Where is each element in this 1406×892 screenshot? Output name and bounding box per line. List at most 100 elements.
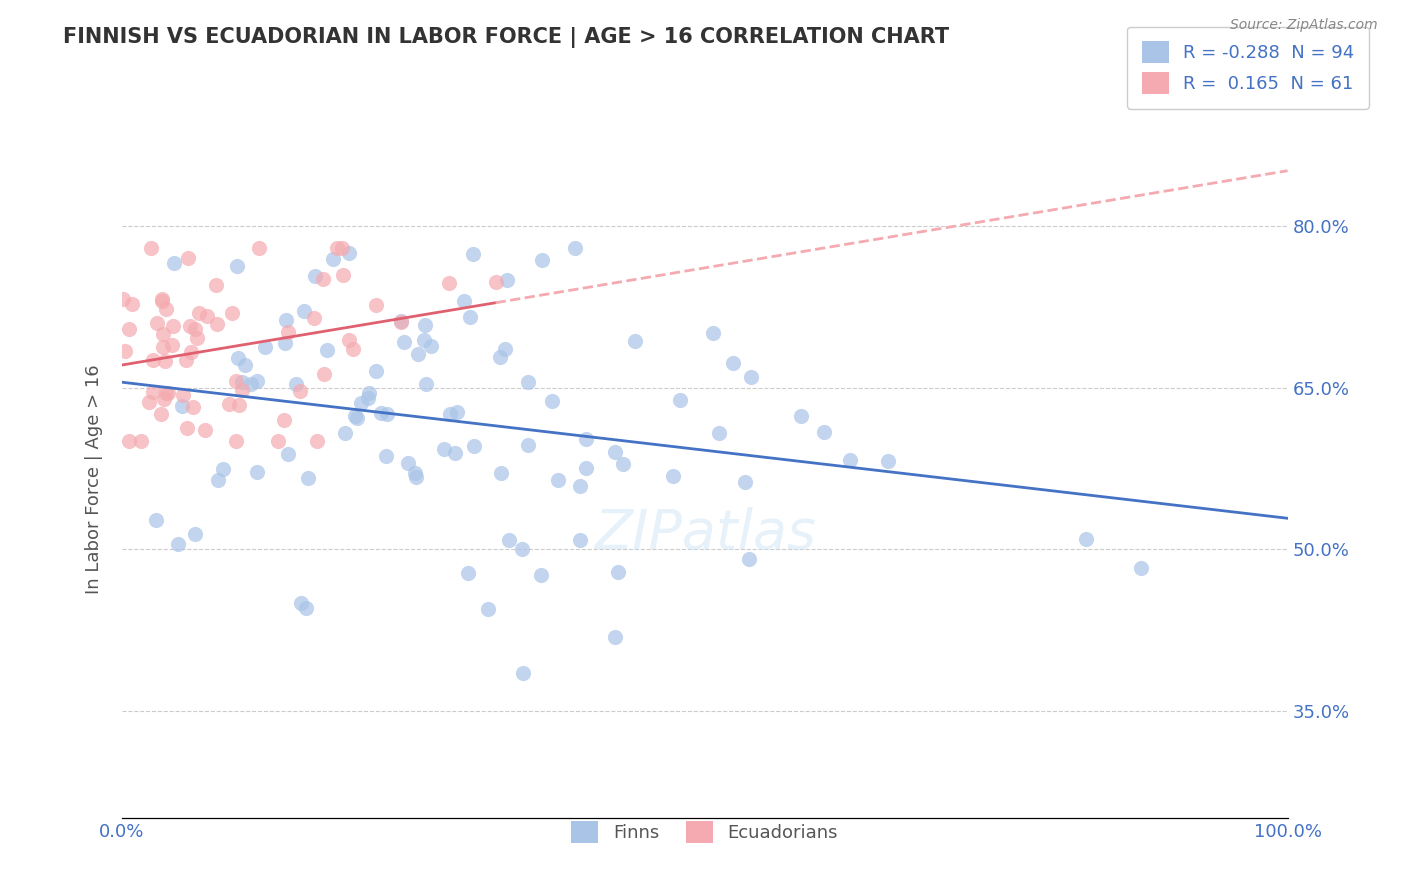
Point [184,526,207,541]
Point [290,596,312,610]
Point [176,251,198,265]
Point [150,407,173,421]
Point [389,314,412,328]
Point [606,565,628,579]
Point [439,408,461,422]
Point [142,384,165,399]
Point [364,298,387,312]
Point [603,445,626,459]
Point [114,343,136,358]
Point [374,450,396,464]
Point [415,318,437,332]
Point [624,334,647,348]
Point [212,462,235,476]
Point [312,367,335,381]
Point [194,424,217,438]
Point [876,453,898,467]
Point [225,434,247,449]
Point [491,467,513,481]
Point [141,240,163,254]
Point [111,293,134,307]
Point [510,542,533,557]
Point [574,433,596,447]
Point [187,305,209,319]
Point [512,666,534,681]
Point [346,411,368,425]
Point [150,292,173,306]
Point [277,325,299,339]
Point [489,350,512,364]
Point [366,364,388,378]
Point [333,425,356,440]
Point [207,318,229,332]
Point [247,240,270,254]
Point [297,471,319,485]
Point [157,385,180,400]
Point [172,388,194,402]
Point [285,377,308,392]
Point [311,272,333,286]
Point [575,461,598,475]
Point [204,277,226,292]
Point [253,340,276,354]
Point [723,356,745,370]
Point [305,434,328,449]
Point [155,386,177,401]
Point [221,305,243,319]
Point [146,316,169,330]
Point [446,405,468,419]
Point [460,310,482,324]
Point [375,407,398,421]
Point [228,398,250,412]
Point [1076,533,1098,547]
Point [316,343,339,357]
Point [813,425,835,439]
Point [485,276,508,290]
Point [207,473,229,487]
Point [405,470,427,484]
Point [738,552,761,566]
Point [288,384,311,398]
Point [246,374,269,388]
Point [162,337,184,351]
Point [495,273,517,287]
Point [541,393,564,408]
Text: FINNISH VS ECUADORIAN IN LABOR FORCE | AGE > 16 CORRELATION CHART: FINNISH VS ECUADORIAN IN LABOR FORCE | A… [63,27,949,48]
Point [218,397,240,411]
Point [153,392,176,406]
Point [357,386,380,401]
Point [605,630,627,644]
Point [162,319,184,334]
Point [740,369,762,384]
Point [304,310,326,325]
Point [494,343,516,357]
Point [184,321,207,335]
Text: Source: ZipAtlas.com: Source: ZipAtlas.com [1230,18,1378,32]
Point [547,473,569,487]
Point [145,513,167,527]
Point [176,421,198,435]
Point [152,326,174,341]
Point [142,353,165,368]
Point [396,456,419,470]
Point [669,393,692,408]
Point [350,396,373,410]
Point [166,537,188,551]
Text: ZIPatlas: ZIPatlas [593,507,815,560]
Point [277,447,299,461]
Point [195,310,218,324]
Point [404,466,426,480]
Point [516,375,538,389]
Point [709,425,731,440]
Point [266,434,288,449]
Point [370,405,392,419]
Point [569,478,592,492]
Point [322,252,344,266]
Point [444,446,467,460]
Point [453,294,475,309]
Point [457,566,479,580]
Point [246,465,269,479]
Point [406,346,429,360]
Point [231,383,253,397]
Point [412,334,434,348]
